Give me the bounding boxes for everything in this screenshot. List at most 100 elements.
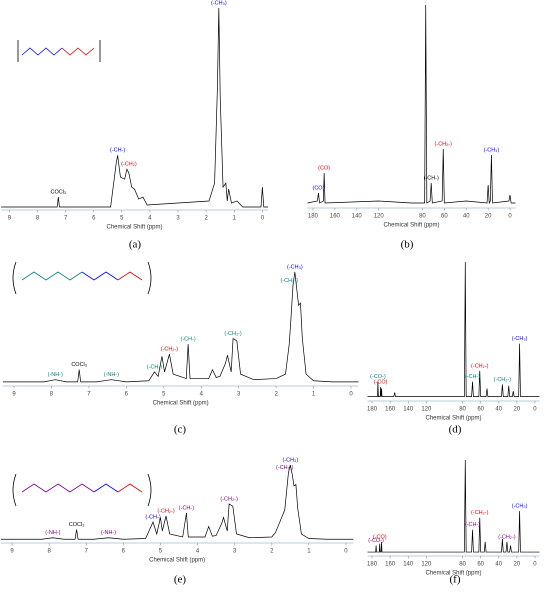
x-tick-label: 5 (159, 549, 163, 555)
x-tick-label: 20 (514, 562, 521, 568)
x-tick-label: 7 (87, 392, 91, 398)
spectrum-line (367, 261, 540, 397)
x-tick-label: 180 (367, 562, 378, 568)
structure-e (12, 473, 152, 507)
peak-label: (-NH-) (104, 372, 119, 378)
structure-c (12, 261, 152, 295)
x-tick-label: 20 (514, 407, 521, 413)
peak-label: (CO) (312, 185, 324, 191)
peak-label: COCl₃ (69, 522, 85, 528)
peak-label: (-NH-) (45, 530, 60, 536)
peak-label: (-CH₂-) (276, 465, 294, 471)
peak-label: (-NH-) (101, 530, 116, 536)
x-tick-label: 8 (50, 392, 54, 398)
x-tick-label: 1 (312, 392, 316, 398)
peak-label: (-CH-) (424, 175, 439, 181)
x-axis-label: Chemical Shift (ppm) (425, 416, 481, 422)
x-tick-label: 160 (385, 562, 396, 568)
caption: (f) (450, 574, 461, 586)
x-tick-label: 8 (36, 216, 40, 222)
peak-label: COCl₃ (50, 190, 66, 196)
spectrum-line (0, 464, 354, 540)
x-tick-label: 5 (162, 392, 166, 398)
peak-label: (-CH₂-) (281, 278, 299, 284)
caption: (b) (401, 239, 414, 251)
peak-label: (-CH₂-) (471, 363, 489, 369)
peak-label: (-NH-) (48, 372, 63, 378)
peak-label: (-CH-) (465, 522, 480, 528)
peak-label: (-CH₃) (512, 504, 528, 510)
x-tick-label: 40 (495, 562, 502, 568)
x-tick-label: 160 (385, 407, 396, 413)
structure-a (17, 40, 101, 62)
peak-label: (-CH₂-) (471, 510, 489, 516)
x-tick-label: 1 (233, 216, 237, 222)
x-tick-label: 5 (120, 216, 124, 222)
x-tick-label: 6 (125, 392, 129, 398)
x-tick-label: 0 (533, 407, 537, 413)
x-tick-label: 120 (421, 562, 432, 568)
spectrum-line (367, 459, 540, 553)
x-tick-label: 4 (200, 392, 204, 398)
x-tick-label: 80 (419, 214, 426, 220)
x-axis-label: Chemical Shift (ppm) (425, 571, 481, 577)
x-tick-label: 3 (176, 216, 180, 222)
x-axis-label: Chemical Shift (ppm) (383, 223, 439, 229)
peak-label: (-CH-) (179, 505, 194, 511)
x-tick-label: 120 (421, 407, 432, 413)
peak-label: (-CH₂-) (161, 347, 179, 353)
peak-label: (-CH-) (145, 514, 160, 520)
x-tick-label: 2 (274, 392, 278, 398)
x-tick-label: 20 (485, 214, 492, 220)
x-tick-label: 180 (367, 407, 378, 413)
x-tick-label: 80 (459, 562, 466, 568)
spectrum-line (307, 4, 516, 205)
caption: (d) (449, 424, 462, 436)
peak-label: (-CH₂-) (224, 331, 242, 337)
x-tick-label: 8 (47, 549, 51, 555)
x-tick-label: 180 (308, 214, 319, 220)
x-tick-label: 40 (495, 407, 502, 413)
x-tick-label: 6 (92, 216, 96, 222)
peak-label: (-CO) (374, 380, 388, 386)
peak-label: (-CH-) (147, 364, 162, 370)
peak-label: (-CH₃) (287, 264, 303, 270)
caption: (a) (129, 239, 142, 251)
x-tick-label: 3 (237, 392, 241, 398)
peak-label: (-CO-) (368, 538, 384, 544)
peak-label: (-CH₂) (121, 162, 137, 168)
x-tick-label: 3 (233, 549, 237, 555)
x-tick-label: 4 (148, 216, 152, 222)
x-tick-label: 40 (463, 214, 470, 220)
x-tick-label: 160 (330, 214, 341, 220)
peak-label: (-CH₂-) (220, 496, 238, 502)
x-tick-label: 80 (459, 407, 466, 413)
x-tick-label: 0 (508, 214, 512, 220)
x-axis-label: Chemical Shift (ppm) (149, 558, 205, 564)
x-tick-label: 60 (477, 562, 484, 568)
x-tick-label: 7 (64, 216, 68, 222)
x-tick-label: 60 (477, 407, 484, 413)
x-tick-label: 4 (196, 549, 200, 555)
x-tick-label: 7 (85, 549, 89, 555)
x-tick-label: 120 (374, 214, 385, 220)
peak-label: COCl₃ (71, 362, 87, 368)
x-tick-label: 9 (8, 216, 12, 222)
x-tick-label: 140 (403, 562, 414, 568)
peak-label: (-CH₃) (484, 147, 500, 153)
peak-label: (-CO) (373, 534, 387, 540)
x-tick-label: 2 (270, 549, 274, 555)
x-tick-label: 140 (403, 407, 414, 413)
x-tick-label: 2 (204, 216, 208, 222)
x-tick-label: 0 (344, 549, 348, 555)
peak-label: (-CH-) (180, 337, 195, 343)
peak-label: (-CH-) (110, 148, 125, 154)
x-axis-label: Chemical Shift (ppm) (153, 401, 209, 407)
peak-label: (-CO-) (370, 374, 386, 380)
peak-label: (CO) (318, 165, 330, 171)
x-tick-label: 0 (533, 562, 537, 568)
x-tick-label: 60 (441, 214, 448, 220)
caption: (e) (174, 574, 187, 586)
